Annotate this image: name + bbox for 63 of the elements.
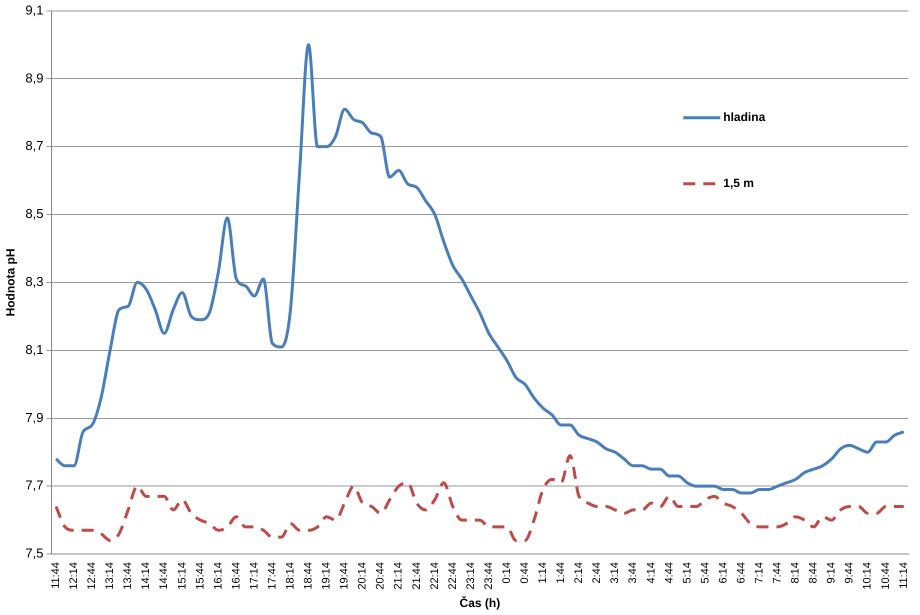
y-tick-label: 9,1 <box>25 2 44 18</box>
y-tick-label: 7,5 <box>25 546 44 561</box>
x-tick-label: 6:44 <box>735 562 748 584</box>
x-tick-label: 10:44 <box>880 562 892 590</box>
legend-label: hladina <box>723 110 766 124</box>
x-tick-label: 21:14 <box>392 562 405 590</box>
x-tick-label: 3:14 <box>609 562 622 584</box>
x-tick-label: 1:44 <box>555 562 568 584</box>
x-tick-label: 20:44 <box>374 562 387 590</box>
x-tick-label: 5:14 <box>681 562 694 584</box>
x-tick-label: 4:14 <box>645 562 658 584</box>
x-tick-label: 4:44 <box>663 562 676 584</box>
x-tick-label: 13:44 <box>122 562 134 590</box>
x-tick-label: 12:44 <box>86 562 98 590</box>
x-tick-label: 14:44 <box>158 562 170 590</box>
x-tick-label: 16:14 <box>212 562 224 590</box>
x-tick-label: 17:44 <box>266 562 278 590</box>
x-tick-label: 23:44 <box>482 562 495 590</box>
x-tick-label: 13:14 <box>104 562 116 590</box>
x-tick-label: 17:14 <box>248 562 260 590</box>
legend-label: 1,5 m <box>723 176 754 190</box>
x-tick-label: 7:14 <box>753 562 766 584</box>
x-tick-label: 5:44 <box>699 562 712 584</box>
x-tick-label: 19:44 <box>338 562 351 590</box>
x-tick-label: 0:44 <box>518 562 531 584</box>
x-tick-label: 20:14 <box>356 562 369 590</box>
x-tick-label: 9:14 <box>826 562 838 584</box>
x-tick-label: 22:14 <box>428 562 441 590</box>
x-tick-label: 18:44 <box>302 562 315 590</box>
x-tick-label: 0:14 <box>500 562 513 584</box>
x-tick-label: 9:44 <box>844 562 856 584</box>
x-tick-label: 2:14 <box>573 562 586 584</box>
y-tick-label: 7,9 <box>25 410 44 425</box>
y-tick-label: 8,1 <box>25 342 44 357</box>
x-tick-label: 14:14 <box>140 562 152 590</box>
x-axis-title: Čas (h) <box>460 596 500 610</box>
y-tick-label: 8,3 <box>25 274 44 290</box>
x-tick-label: 19:14 <box>320 562 333 590</box>
x-tick-label: 8:14 <box>790 562 802 584</box>
x-tick-label: 8:44 <box>808 562 820 584</box>
y-tick-label: 8,5 <box>25 206 44 222</box>
y-tick-label: 8,7 <box>25 138 44 154</box>
line-series <box>54 43 906 494</box>
y-tick-label: 8,9 <box>25 70 44 86</box>
x-tick-label: 15:14 <box>176 562 188 590</box>
x-tick-label: 3:44 <box>627 562 640 584</box>
x-tick-label: 18:14 <box>284 562 297 590</box>
x-tick-label: 6:14 <box>717 562 730 584</box>
x-tick-label: 12:14 <box>68 562 80 590</box>
x-tick-label: 15:44 <box>194 562 206 590</box>
x-tick-label: 22:44 <box>446 562 459 590</box>
x-tick-label: 23:14 <box>464 562 477 590</box>
x-tick-label: 16:44 <box>230 562 242 590</box>
x-tick-label: 1:14 <box>537 562 550 584</box>
y-tick-label: 7,7 <box>25 478 44 493</box>
x-tick-label: 7:44 <box>772 562 784 584</box>
line-series <box>54 454 906 542</box>
x-tick-label: 11:14 <box>898 562 910 589</box>
x-tick-label: 10:14 <box>862 562 874 590</box>
x-tick-label: 11:44 <box>50 562 62 589</box>
x-tick-label: 2:44 <box>591 562 604 584</box>
y-axis-title: Hodnota pH <box>4 248 18 316</box>
x-tick-label: 21:44 <box>410 562 423 590</box>
